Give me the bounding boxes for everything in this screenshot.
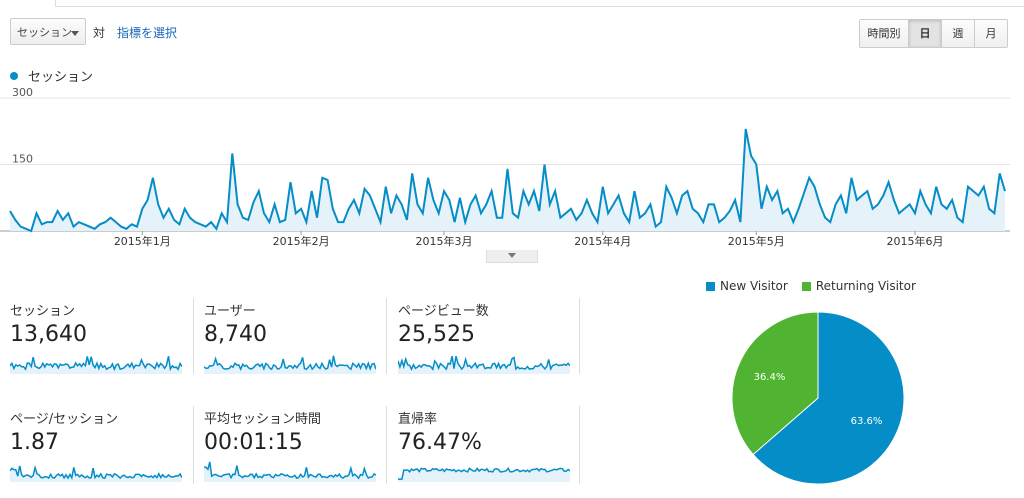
series-area — [10, 129, 1005, 231]
chevron-down-icon — [71, 31, 79, 36]
metric-sessions: セッション 13,640 — [0, 300, 190, 390]
y-tick-label: 150 — [12, 153, 33, 166]
returning-visitor-swatch-icon — [801, 281, 811, 291]
divider — [193, 298, 194, 374]
metric-select[interactable]: セッション — [10, 18, 86, 45]
pie-legend: New Visitor Returning Visitor — [706, 279, 916, 293]
sparkline-area — [398, 356, 570, 374]
chart-legend: セッション — [10, 66, 93, 85]
pie-slice[interactable] — [731, 311, 819, 456]
metric-label: 平均セッション時間 — [204, 412, 322, 427]
metric-value: 8,740 — [204, 322, 267, 347]
sparkline-line — [398, 466, 570, 480]
visitor-pie-chart: 63.6% 36.4% — [731, 311, 905, 485]
divider — [579, 298, 580, 374]
divider — [193, 406, 194, 484]
y-tick-label: 300 — [12, 88, 33, 99]
top-divider — [55, 6, 1024, 7]
x-tick-label: 2015年6月 — [887, 234, 944, 248]
sparkline-area — [398, 468, 570, 482]
metric-value: 76.47% — [398, 430, 482, 455]
x-tick-label: 2015年1月 — [114, 234, 171, 248]
metric-pageviews: ページビュー数 25,525 — [388, 300, 578, 390]
granularity-toggle: 時間別 日 週 月 — [859, 19, 1008, 48]
divider — [386, 406, 387, 484]
metric-value: 00:01:15 — [204, 430, 303, 455]
sparkline-area — [204, 355, 376, 374]
sessions-line-chart: 150 300 2015年1月 2015年2月 2015年3月 2015年4月 2015年… — [0, 88, 1010, 248]
metric-label: ページ/セッション — [10, 412, 119, 427]
series-line — [9, 128, 1006, 233]
metric-value: 13,640 — [10, 322, 87, 347]
metric-value: 25,525 — [398, 322, 475, 347]
metric-avg-session-duration: 平均セッション時間 00:01:15 — [194, 408, 384, 498]
pie-legend-new: New Visitor — [720, 279, 788, 293]
x-tick-label: 2015年2月 — [273, 234, 330, 248]
metric-label: 直帰率 — [398, 412, 438, 427]
x-tick-label: 2015年3月 — [415, 234, 472, 248]
pie-slice-label: 63.6% — [851, 416, 883, 427]
sparkline — [10, 464, 182, 482]
sparkline-line — [398, 356, 570, 371]
sparkline-area — [10, 356, 182, 374]
versus-label: 対 — [93, 26, 106, 40]
sparkline — [10, 355, 182, 374]
divider — [386, 298, 387, 374]
sparkline — [398, 466, 570, 482]
series-dot-icon — [10, 71, 18, 80]
metric-label: ページビュー数 — [398, 304, 489, 319]
metric-label: セッション — [10, 304, 76, 319]
top-tab — [0, 0, 56, 7]
granularity-day[interactable]: 日 — [909, 20, 942, 47]
new-visitor-swatch-icon — [706, 281, 715, 291]
granularity-week[interactable]: 週 — [942, 20, 975, 47]
granularity-hourly[interactable]: 時間別 — [860, 20, 909, 47]
granularity-month[interactable]: 月 — [975, 20, 1007, 47]
sparkline-line — [204, 461, 376, 480]
sparkline-line — [10, 355, 182, 372]
sparkline — [398, 356, 570, 374]
metric-label: ユーザー — [204, 304, 256, 319]
pick-metric-link[interactable]: 指標を選択 — [117, 26, 178, 40]
pie-slice[interactable] — [752, 311, 905, 485]
sparkline-line — [204, 355, 376, 372]
metric-value: 1.87 — [10, 430, 59, 455]
pie-slice-label: 36.4% — [754, 372, 786, 383]
sparkline — [204, 355, 376, 374]
x-tick-label: 2015年4月 — [574, 234, 631, 248]
sparkline-line — [10, 464, 182, 480]
pie-legend-returning: Returning Visitor — [815, 279, 916, 293]
divider — [579, 406, 580, 484]
metric-bounce-rate: 直帰率 76.47% — [388, 408, 578, 498]
x-tick-label: 2015年5月 — [728, 234, 785, 248]
chart-collapse-handle[interactable] — [486, 250, 538, 263]
sparkline — [204, 461, 376, 482]
chart-legend-label: セッション — [28, 70, 94, 85]
metric-pages-per-session: ページ/セッション 1.87 — [0, 408, 190, 498]
metric-users: ユーザー 8,740 — [194, 300, 384, 390]
metric-select-label: セッション — [17, 26, 72, 39]
